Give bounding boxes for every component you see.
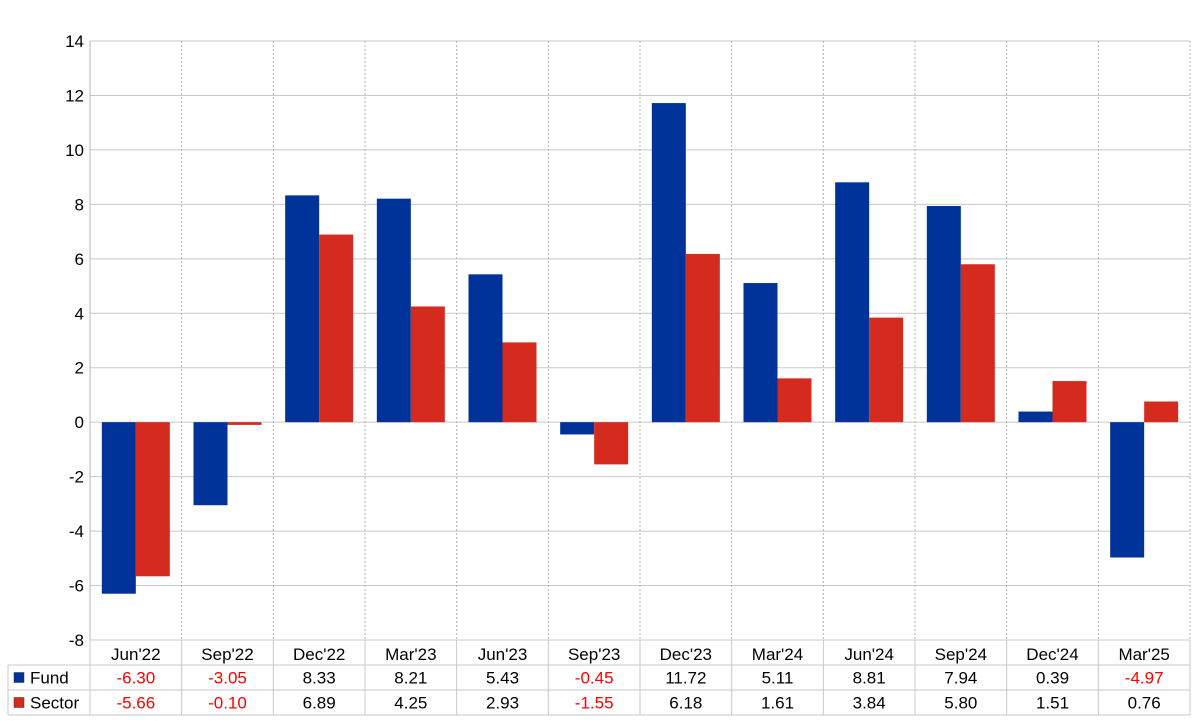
data-label-sector: 4.25 xyxy=(394,694,427,713)
y-tick-label: -2 xyxy=(69,468,84,487)
bar-fund-10 xyxy=(1018,411,1053,423)
legend-swatch-fund xyxy=(13,672,25,683)
bar-fund-4 xyxy=(468,274,503,423)
bar-fund-8 xyxy=(835,182,870,423)
x-tick-label: Sep'23 xyxy=(568,645,620,664)
bar-fund-5 xyxy=(560,422,595,435)
y-tick-label: 0 xyxy=(75,413,84,432)
y-tick-label: 14 xyxy=(65,32,84,51)
x-tick-label: Mar'25 xyxy=(1118,645,1169,664)
data-label-fund: -0.45 xyxy=(575,669,614,688)
data-label-sector: 2.93 xyxy=(486,694,519,713)
x-tick-label: Jun'24 xyxy=(844,645,894,664)
data-label-fund: 5.43 xyxy=(486,669,519,688)
data-label-fund: 11.72 xyxy=(665,669,706,688)
data-label-sector: 1.61 xyxy=(761,694,794,713)
bar-sector-3 xyxy=(410,306,445,423)
data-label-sector: -0.10 xyxy=(208,694,247,713)
bar-fund-7 xyxy=(743,283,778,423)
bar-fund-1 xyxy=(193,422,228,506)
x-tick-label: Dec'23 xyxy=(660,645,712,664)
legend-label-sector: Sector xyxy=(30,694,79,713)
data-label-fund: -3.05 xyxy=(208,669,247,688)
y-tick-label: -4 xyxy=(69,522,84,541)
x-tick-label: Mar'24 xyxy=(752,645,803,664)
y-tick-label: 8 xyxy=(75,195,84,214)
y-tick-label: -8 xyxy=(69,631,84,650)
y-tick-label: 6 xyxy=(75,250,84,269)
bar-sector-1 xyxy=(227,422,262,425)
data-label-fund: 0.39 xyxy=(1036,669,1069,688)
bar-sector-4 xyxy=(502,342,537,423)
x-tick-label: Mar'23 xyxy=(385,645,436,664)
bar-fund-3 xyxy=(376,198,411,423)
bar-sector-11 xyxy=(1144,401,1179,423)
bar-sector-6 xyxy=(685,253,720,423)
x-tick-label: Sep'24 xyxy=(935,645,987,664)
data-label-fund: -6.30 xyxy=(116,669,155,688)
bar-sector-7 xyxy=(777,378,812,423)
bar-sector-10 xyxy=(1052,381,1087,423)
data-label-fund: -4.97 xyxy=(1125,669,1164,688)
data-label-fund: 7.94 xyxy=(944,669,977,688)
data-label-fund: 5.11 xyxy=(762,669,794,688)
legend-swatch-sector xyxy=(13,697,25,708)
x-tick-label: Jun'23 xyxy=(478,645,528,664)
x-tick-label: Jun'22 xyxy=(111,645,161,664)
bar-sector-0 xyxy=(135,422,170,577)
y-tick-label: -6 xyxy=(69,577,84,596)
data-label-fund: 8.81 xyxy=(853,669,886,688)
bar-sector-8 xyxy=(869,317,904,423)
y-tick-label: 4 xyxy=(75,304,84,323)
bar-fund-2 xyxy=(285,195,320,423)
bar-fund-6 xyxy=(651,103,686,423)
data-label-fund: 8.21 xyxy=(394,669,427,688)
x-tick-label: Dec'24 xyxy=(1026,645,1078,664)
data-label-sector: 5.80 xyxy=(944,694,977,713)
data-label-sector: -5.66 xyxy=(116,694,155,713)
data-label-sector: 3.84 xyxy=(853,694,886,713)
bar-fund-0 xyxy=(101,422,136,594)
data-label-sector: -1.55 xyxy=(575,694,614,713)
data-label-sector: 6.89 xyxy=(303,694,336,713)
bar-sector-5 xyxy=(594,422,629,465)
bar-sector-2 xyxy=(319,234,354,423)
data-label-sector: 0.76 xyxy=(1128,694,1161,713)
data-label-sector: 1.51 xyxy=(1036,694,1069,713)
x-tick-label: Dec'22 xyxy=(293,645,345,664)
y-tick-label: 2 xyxy=(75,359,84,378)
legend-label-fund: Fund xyxy=(30,669,69,688)
bar-fund-9 xyxy=(926,205,961,423)
bar-fund-11 xyxy=(1110,422,1145,558)
bar-sector-9 xyxy=(960,264,995,423)
y-tick-label: 10 xyxy=(65,141,84,160)
data-label-fund: 8.33 xyxy=(303,669,336,688)
data-label-sector: 6.18 xyxy=(669,694,702,713)
y-tick-label: 12 xyxy=(65,86,84,105)
x-tick-label: Sep'22 xyxy=(201,645,253,664)
